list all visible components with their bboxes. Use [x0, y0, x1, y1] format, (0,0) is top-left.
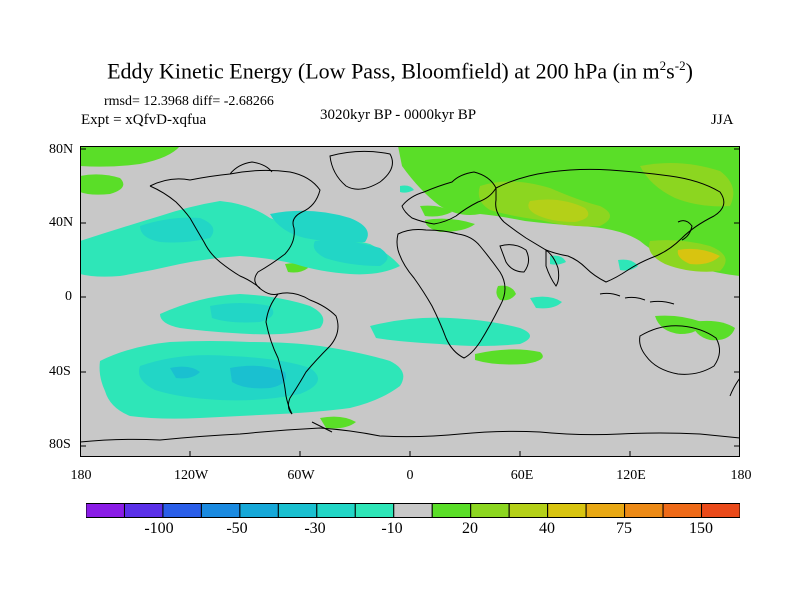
colorbar-label-150: 150 [689, 520, 713, 537]
positive-region-indian-ocean [475, 349, 543, 365]
positive-region-pacific-orange [677, 248, 720, 265]
colorbar-box [547, 503, 587, 518]
positive-region-australia-east [692, 320, 735, 341]
positive-region-eurasia-yellow [528, 199, 589, 222]
coastlines [80, 150, 740, 443]
colorbar-boxes [86, 503, 740, 518]
colorbar-box [162, 503, 202, 518]
lat-tick-equator: 0 [65, 289, 72, 304]
colorbar-box [86, 503, 125, 518]
colorbar-label-neg100: -100 [144, 520, 174, 537]
positive-region-east-africa [496, 285, 516, 301]
experiment-label: Expt = xQfvD-xqfua [81, 112, 207, 128]
colorbar-label-neg50: -50 [226, 520, 248, 537]
colorbar-label-neg10: -10 [381, 520, 403, 537]
plot-title: Eddy Kinetic Energy (Low Pass, Bloomfiel… [107, 58, 693, 84]
lat-tick-80s: 80S [49, 437, 71, 452]
positive-region-north-atlantic [420, 205, 452, 217]
colorbar-box [354, 503, 395, 518]
negative-region-southern-strong [230, 365, 286, 389]
colorbar-box [701, 503, 740, 518]
negative-region-north-pacific [80, 201, 400, 277]
colorbar-box [316, 503, 356, 518]
colorbar-box [585, 503, 626, 518]
time-period-label: 3020kyr BP - 0000kyr BP [320, 107, 477, 123]
colorbar-box [277, 503, 318, 518]
season-label: JJA [711, 112, 734, 128]
negative-region-africa-tropics [530, 296, 562, 309]
colorbar-box [431, 503, 472, 518]
lat-tick-80n: 80N [49, 142, 74, 157]
negative-region-west-pacific [618, 259, 638, 271]
negative-region-southern-core [139, 355, 318, 401]
colorbar-box [662, 503, 703, 518]
negative-region-greenland-sea [400, 185, 414, 193]
colorbar-box [470, 503, 510, 518]
lon-tick-60e: 60E [510, 468, 534, 483]
colorbar-box [123, 503, 164, 518]
colorbar-label-40: 40 [539, 520, 555, 537]
lon-tick-180-west: 180 [70, 468, 92, 483]
lon-tick-180-east: 180 [730, 468, 752, 483]
positive-region-siberia [640, 162, 734, 207]
negative-region-north-atlantic [313, 240, 388, 266]
lon-tick-0: 0 [406, 468, 414, 483]
colorbar-box [508, 503, 549, 518]
lat-tick-40n: 40N [49, 215, 74, 230]
lon-tick-120w: 120W [174, 468, 209, 483]
colorbar-box [239, 503, 279, 518]
positive-region-alaska [80, 174, 124, 195]
colorbar-label-75: 75 [616, 520, 632, 537]
colorbar-box [200, 503, 241, 518]
colorbar-box [393, 503, 433, 518]
negative-region-arabia [550, 255, 566, 265]
colorbar [86, 503, 740, 518]
negative-region-tropical-core [210, 303, 274, 323]
rmsd-diff-text: rmsd= 12.3968 diff= -2.68266 [104, 94, 274, 109]
lon-tick-120e: 120E [616, 468, 646, 483]
negative-region-north-pacific-core [140, 217, 214, 243]
colorbar-box [624, 503, 664, 518]
negative-region-south-america-core [170, 366, 200, 379]
positive-region-australia-west [655, 315, 702, 334]
lon-tick-60w: 60W [287, 468, 315, 483]
lat-tick-40s: 40S [49, 364, 71, 379]
colorbar-label-neg30: -30 [304, 520, 326, 537]
positive-region-arctic-west [80, 146, 180, 167]
contour-map [80, 146, 740, 457]
tick-marks [80, 148, 740, 457]
positive-region-south-pacific [320, 416, 356, 429]
positive-region-mediterranean [425, 218, 475, 232]
colorbar-label-20: 20 [462, 520, 478, 537]
